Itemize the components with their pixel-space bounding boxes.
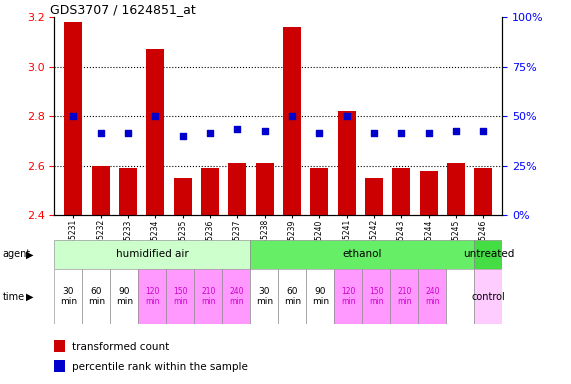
Text: 90
min: 90 min xyxy=(116,287,133,306)
Text: percentile rank within the sample: percentile rank within the sample xyxy=(72,362,248,372)
Text: time: time xyxy=(3,291,25,302)
Text: ▶: ▶ xyxy=(26,249,33,260)
Bar xyxy=(174,178,192,215)
Point xyxy=(151,113,160,119)
Bar xyxy=(335,269,363,324)
Text: 90
min: 90 min xyxy=(312,287,329,306)
Point xyxy=(369,131,379,137)
Bar xyxy=(54,269,82,324)
Bar xyxy=(338,111,356,215)
Point xyxy=(260,128,270,134)
Text: 30
min: 30 min xyxy=(256,287,273,306)
Point xyxy=(69,113,78,119)
Bar xyxy=(222,269,250,324)
Bar xyxy=(475,168,492,215)
Text: 150
min: 150 min xyxy=(369,287,384,306)
Point xyxy=(178,133,187,139)
Bar xyxy=(110,269,138,324)
Point xyxy=(424,131,433,137)
Text: control: control xyxy=(472,291,505,302)
Bar xyxy=(475,269,502,324)
Text: untreated: untreated xyxy=(463,249,514,260)
Point xyxy=(342,113,351,119)
Bar xyxy=(283,27,301,215)
Bar xyxy=(194,269,222,324)
Point xyxy=(96,131,105,137)
Bar xyxy=(54,360,66,372)
Bar xyxy=(54,240,250,269)
Bar xyxy=(119,168,137,215)
Bar xyxy=(138,269,166,324)
Point xyxy=(478,128,488,134)
Text: 120
min: 120 min xyxy=(145,287,159,306)
Bar xyxy=(65,22,82,215)
Bar xyxy=(419,269,447,324)
Bar xyxy=(365,178,383,215)
Text: 120
min: 120 min xyxy=(341,287,356,306)
Bar xyxy=(391,269,419,324)
Point xyxy=(123,131,132,137)
Bar xyxy=(363,269,391,324)
Bar xyxy=(82,269,110,324)
Bar xyxy=(279,269,307,324)
Point xyxy=(206,131,215,137)
Text: 60
min: 60 min xyxy=(88,287,105,306)
Text: 240
min: 240 min xyxy=(425,287,440,306)
Text: 240
min: 240 min xyxy=(229,287,244,306)
Bar xyxy=(420,170,437,215)
Point xyxy=(397,131,406,137)
Point xyxy=(452,128,461,134)
Bar xyxy=(92,166,110,215)
Bar xyxy=(447,269,475,324)
Bar xyxy=(256,163,274,215)
Bar xyxy=(201,168,219,215)
Text: 210
min: 210 min xyxy=(201,287,216,306)
Point xyxy=(287,113,296,119)
Text: ethanol: ethanol xyxy=(343,249,382,260)
Text: 150
min: 150 min xyxy=(173,287,187,306)
Text: 30
min: 30 min xyxy=(60,287,77,306)
Bar xyxy=(250,240,475,269)
Bar xyxy=(307,269,335,324)
Point xyxy=(233,126,242,132)
Bar xyxy=(228,163,246,215)
Text: 210
min: 210 min xyxy=(397,287,412,306)
Text: 60
min: 60 min xyxy=(284,287,301,306)
Bar xyxy=(475,240,502,269)
Text: humidified air: humidified air xyxy=(116,249,188,260)
Bar xyxy=(147,50,164,215)
Bar xyxy=(447,163,465,215)
Bar xyxy=(250,269,279,324)
Text: GDS3707 / 1624851_at: GDS3707 / 1624851_at xyxy=(50,3,195,16)
Text: ▶: ▶ xyxy=(26,291,33,302)
Text: transformed count: transformed count xyxy=(72,342,170,352)
Bar xyxy=(54,340,66,352)
Bar xyxy=(166,269,194,324)
Bar xyxy=(311,168,328,215)
Point xyxy=(315,131,324,137)
Text: agent: agent xyxy=(3,249,31,260)
Bar xyxy=(392,168,410,215)
